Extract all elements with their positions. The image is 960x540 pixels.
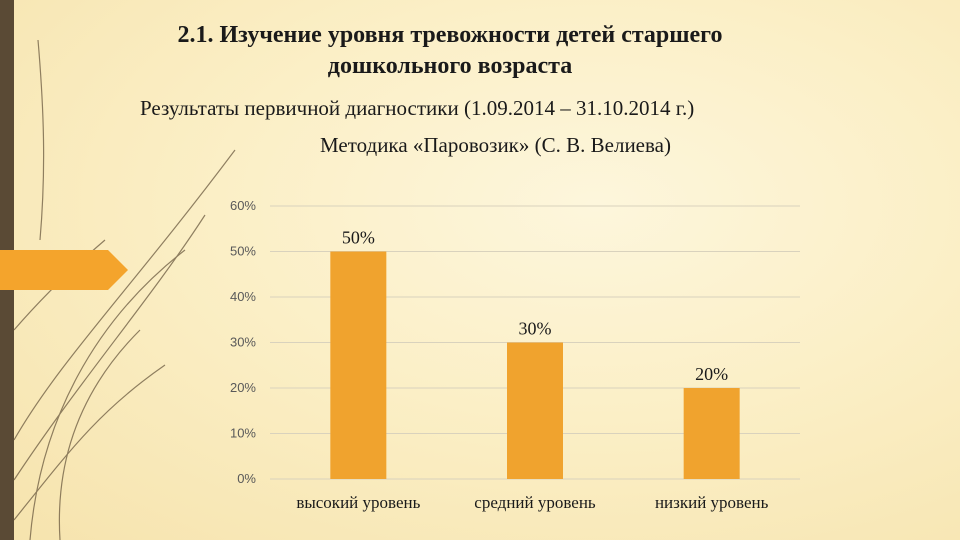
accent-arrow-tab (0, 250, 128, 290)
bar (507, 342, 563, 479)
y-tick-label: 50% (230, 244, 256, 259)
slide-title-line1: 2.1. Изучение уровня тревожности детей с… (177, 22, 723, 48)
method-label: Методика «Паровозик» (С. В. Велиева) (320, 133, 671, 157)
y-tick-label: 10% (230, 426, 256, 441)
data-label: 20% (695, 364, 728, 384)
bar (330, 251, 387, 479)
data-label: 50% (342, 228, 375, 248)
decorative-swirl-lines (13, 39, 236, 540)
slide-title-line2: дошкольного возраста (327, 53, 573, 79)
y-tick-label: 20% (230, 380, 256, 395)
slide-title: 2.1. Изучение уровня тревожности детей с… (60, 20, 840, 82)
y-tick-label: 40% (230, 289, 256, 304)
y-tick-label: 60% (230, 198, 256, 213)
y-tick-label: 0% (237, 471, 256, 486)
bar (683, 388, 740, 479)
data-label: 30% (519, 319, 552, 339)
slide-subtitle: Результаты первичной диагностики (1.09.2… (140, 96, 695, 120)
x-category-label: высокий уровень (296, 493, 420, 512)
y-tick-label: 30% (230, 335, 256, 350)
x-category-label: низкий уровень (655, 493, 769, 512)
x-category-label: средний уровень (474, 493, 596, 512)
